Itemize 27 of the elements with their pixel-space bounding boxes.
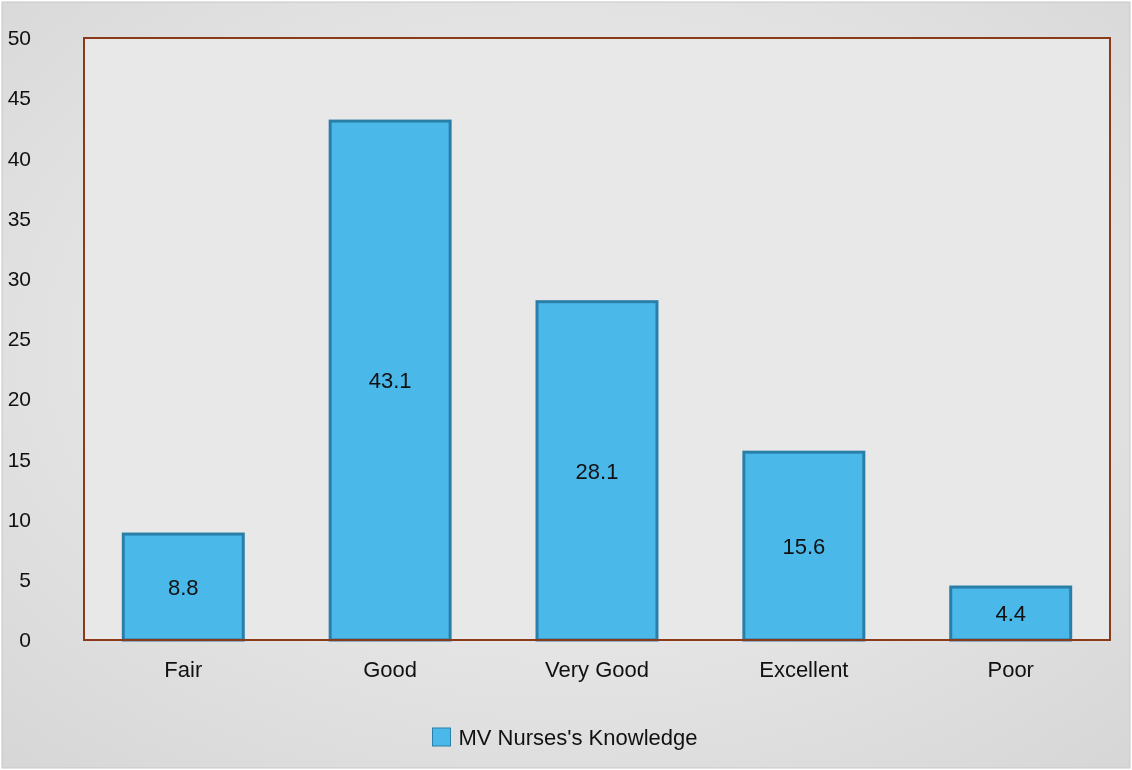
y-tick-label: 50	[7, 26, 31, 50]
x-tick-label: Very Good	[545, 656, 649, 682]
y-tick-label: 0	[19, 628, 31, 652]
bar	[121, 532, 245, 642]
bar	[949, 585, 1073, 642]
data-label: 28.1	[575, 458, 619, 484]
y-tick-label: 20	[7, 387, 31, 411]
y-tick-label: 30	[7, 267, 31, 291]
x-tick-label: Good	[363, 656, 418, 682]
legend-label: MV Nurses's Knowledge	[458, 724, 698, 750]
bar	[535, 300, 659, 642]
x-tick-label: Fair	[164, 656, 203, 682]
data-label: 43.1	[368, 368, 412, 394]
y-tick-label: 45	[7, 86, 31, 110]
data-label: 8.8	[167, 574, 199, 600]
y-tick-label: 10	[7, 507, 31, 531]
bar	[742, 450, 866, 642]
y-tick-label: 40	[7, 146, 31, 170]
y-tick-label: 15	[7, 447, 31, 471]
y-tick-label: 25	[7, 327, 31, 351]
data-label: 4.4	[995, 601, 1027, 627]
x-tick-label: Poor	[987, 656, 1034, 682]
x-tick-label: Excellent	[759, 656, 849, 682]
data-label: 15.6	[782, 533, 826, 559]
y-tick-label: 35	[7, 206, 31, 230]
y-tick-label: 5	[19, 568, 31, 592]
bar	[328, 119, 452, 642]
